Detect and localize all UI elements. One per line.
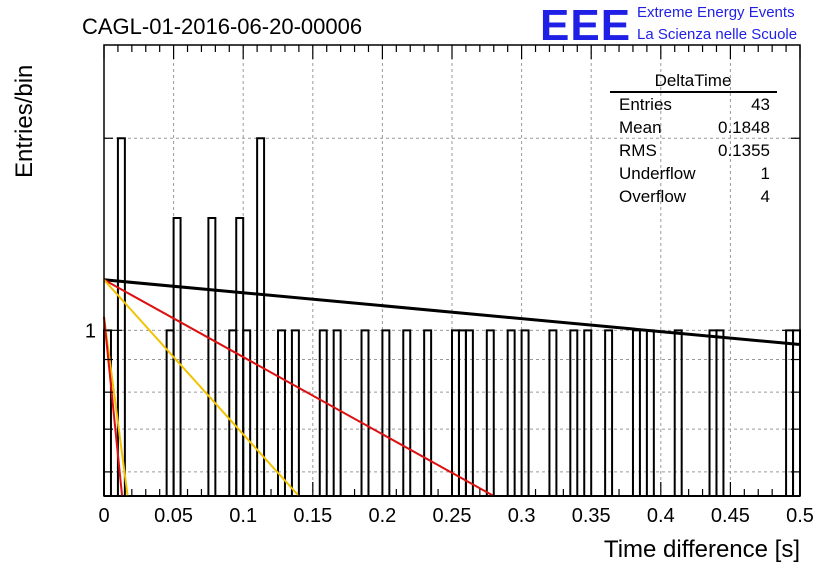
eee-logo: EEE Extreme Energy Events La Scienza nel… xyxy=(540,1,797,50)
stats-value: 1 xyxy=(761,164,770,183)
fit-curve xyxy=(103,278,801,347)
histogram-bin xyxy=(116,137,126,496)
x-tick-label: 0.45 xyxy=(711,505,750,527)
stats-label: RMS xyxy=(619,141,657,160)
x-tick-label: 0.35 xyxy=(572,505,611,527)
fit-curves xyxy=(103,278,801,497)
fit-curve xyxy=(103,278,495,497)
stats-value: 4 xyxy=(761,187,770,206)
stats-box: DeltaTime Entries 43 Mean 0.1848 RMS 0.1355 Un… xyxy=(610,71,777,206)
histogram-bin xyxy=(423,329,433,496)
y-axis-title: Entries/bin xyxy=(11,65,38,178)
histogram-bin xyxy=(645,329,655,496)
histogram-bin xyxy=(631,329,641,496)
fit-curve xyxy=(103,279,300,497)
histogram-bin xyxy=(785,329,795,496)
histogram-bin xyxy=(332,329,342,496)
stats-label: Overflow xyxy=(619,187,687,206)
x-tick-label: 0.15 xyxy=(293,505,332,527)
histogram-bin xyxy=(360,329,370,496)
histogram-bin xyxy=(520,329,530,496)
logo-line-2: La Scienza nelle Scuole xyxy=(637,26,797,43)
fit-curve xyxy=(103,316,124,497)
histogram-bin xyxy=(256,137,266,496)
histogram-bin xyxy=(318,329,328,496)
histogram-bin xyxy=(242,329,252,496)
stats-title: DeltaTime xyxy=(655,71,732,90)
stats-value: 43 xyxy=(751,95,770,114)
histogram-bin xyxy=(708,329,718,496)
logo-mark: EEE xyxy=(540,1,631,50)
histogram-bin xyxy=(228,329,238,496)
histogram-bin xyxy=(673,329,683,496)
histogram-bin xyxy=(451,329,460,496)
stats-label: Underflow xyxy=(619,164,696,183)
stats-value: 0.1355 xyxy=(718,141,770,160)
histogram-bin xyxy=(464,329,474,496)
histogram-bin xyxy=(277,329,286,496)
x-tick-label: 0.5 xyxy=(786,505,814,527)
tick-labels: 0 0.05 0.1 0.15 0.2 0.25 0.3 0.35 0.4 0.45 0.5 1 xyxy=(85,320,814,527)
stats-value: 0.1848 xyxy=(718,118,770,137)
x-tick-label: 0.1 xyxy=(229,505,257,527)
histogram-bin xyxy=(506,329,516,496)
histogram-bin xyxy=(485,329,495,496)
axis-ticks xyxy=(103,45,801,496)
histogram-bin xyxy=(402,329,412,496)
x-tick-label: 0.05 xyxy=(154,505,193,527)
x-tick-label: 0.4 xyxy=(647,505,675,527)
chart-title: CAGL-01-2016-06-20-00006 xyxy=(82,14,362,39)
x-tick-label: 0.2 xyxy=(368,505,396,527)
histogram-bin xyxy=(604,329,614,496)
stats-label: Mean xyxy=(619,118,662,137)
histogram-bin xyxy=(548,329,558,496)
x-tick-label: 0 xyxy=(98,505,109,527)
histogram-bin xyxy=(569,329,579,496)
histogram-bin xyxy=(290,329,300,496)
histogram-bin xyxy=(207,216,217,496)
histogram-bin xyxy=(583,329,593,496)
x-axis-title: Time difference [s] xyxy=(604,536,800,563)
histogram-bin xyxy=(457,329,467,496)
x-tick-label: 0.3 xyxy=(508,505,536,527)
histogram-bin xyxy=(792,329,801,496)
histogram-bin xyxy=(715,329,725,496)
stats-label: Entries xyxy=(619,95,672,114)
histogram-bin xyxy=(381,329,391,496)
x-tick-label: 0.25 xyxy=(433,505,472,527)
stats-rows: Entries 43 Mean 0.1848 RMS 0.1355 Underflow 1 Ov… xyxy=(619,95,770,206)
logo-line-1: Extreme Energy Events xyxy=(637,4,795,21)
y-tick-label: 1 xyxy=(85,320,96,342)
